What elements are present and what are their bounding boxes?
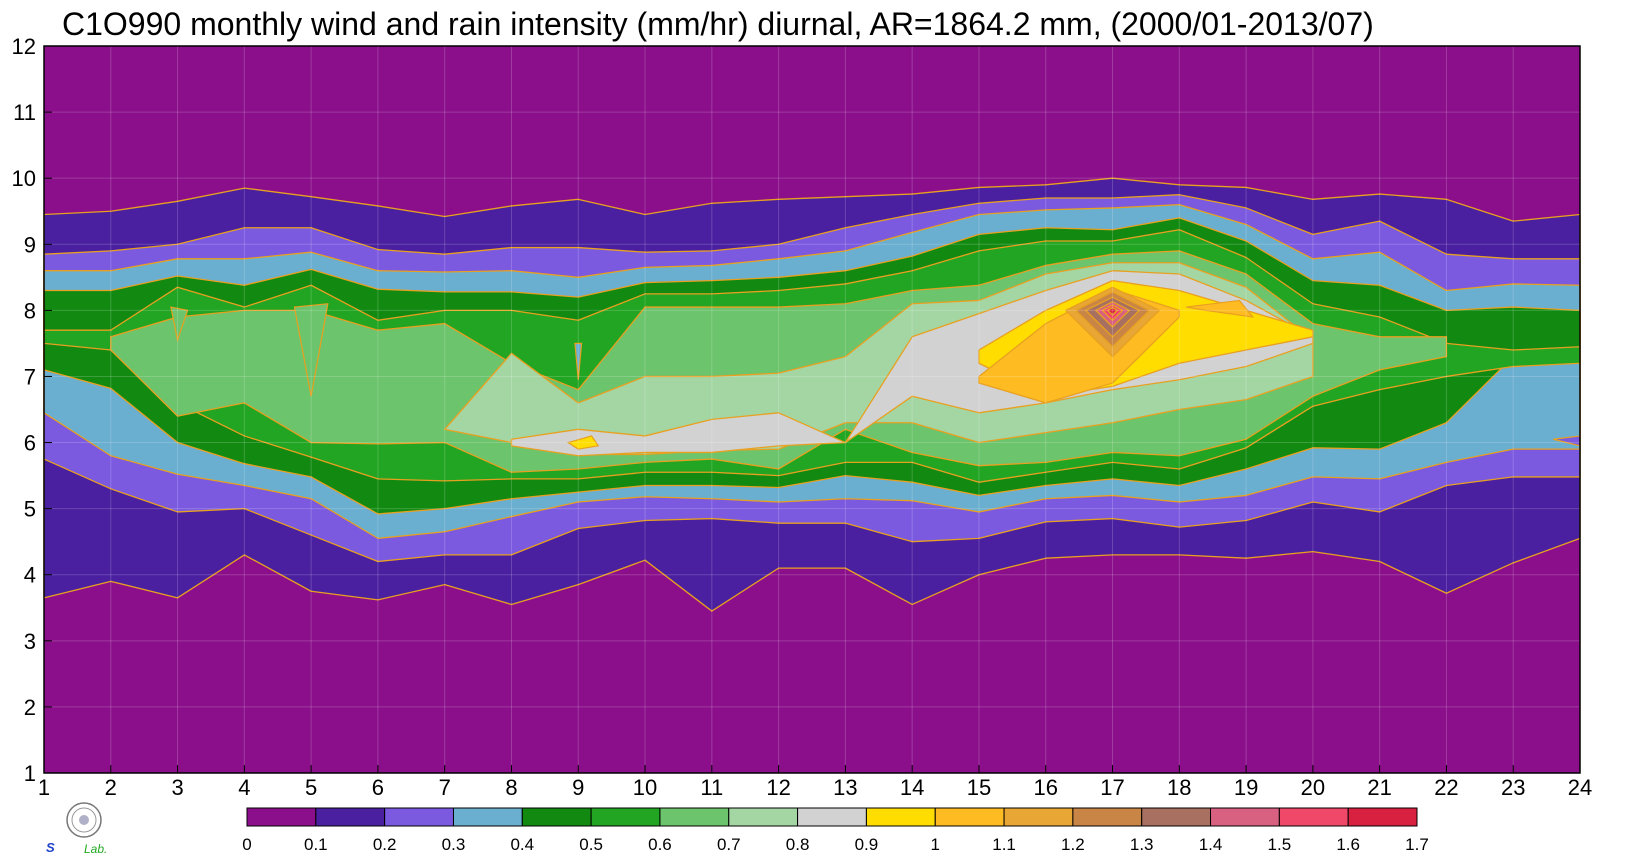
x-tick-label: 11 bbox=[700, 775, 723, 800]
y-tick-label: 6 bbox=[24, 431, 36, 456]
x-tick-label: 18 bbox=[1167, 775, 1191, 800]
x-tick-label: 24 bbox=[1568, 775, 1592, 800]
colorbar-swatch bbox=[384, 807, 454, 827]
colorbar-swatch bbox=[1278, 807, 1349, 827]
y-tick-label: 2 bbox=[24, 695, 36, 720]
colorbar-label: 0.2 bbox=[373, 835, 397, 854]
contour-bands bbox=[43, 46, 1581, 773]
contour-patch-0.3 bbox=[574, 342, 583, 380]
x-tick-label: 6 bbox=[372, 775, 384, 800]
colorbar-label: 0.9 bbox=[855, 835, 879, 854]
colorbar-swatch bbox=[521, 807, 592, 827]
colorbar-label: 1 bbox=[931, 835, 940, 854]
colorbar-label: 1.6 bbox=[1336, 835, 1360, 854]
x-tick-label: 16 bbox=[1033, 775, 1057, 800]
x-tick-label: 1 bbox=[38, 775, 50, 800]
y-tick-label: 9 bbox=[24, 232, 36, 257]
y-tick-label: 5 bbox=[24, 497, 36, 522]
x-tick-label: 22 bbox=[1434, 775, 1458, 800]
x-tick-label: 23 bbox=[1501, 775, 1525, 800]
contour-patch-0.9 bbox=[566, 435, 600, 450]
x-tick-label: 7 bbox=[439, 775, 451, 800]
y-tick-label: 11 bbox=[13, 100, 36, 125]
colorbar-label: 1.5 bbox=[1268, 835, 1292, 854]
plot-frame bbox=[43, 45, 1581, 774]
colorbar-label: 1.2 bbox=[1061, 835, 1085, 854]
y-tick-label: 7 bbox=[24, 364, 36, 389]
colorbar-label: 1.4 bbox=[1199, 835, 1223, 854]
contour-patch-1 bbox=[1185, 299, 1255, 318]
colorbar-label: 1.7 bbox=[1405, 835, 1429, 854]
grid-lines bbox=[43, 45, 1581, 774]
colorbar-swatch bbox=[1347, 807, 1418, 827]
colorbar-label: 0.7 bbox=[717, 835, 741, 854]
colorbar-label: 0.8 bbox=[786, 835, 810, 854]
colorbar-swatch bbox=[1072, 807, 1143, 827]
x-axis: 1 2 3 4 5 6 7 8 9 10 11 12 13 14 15 16 17 18 19 20 21 22 23 24 bbox=[38, 765, 1592, 800]
colorbar-swatch bbox=[728, 807, 799, 827]
x-tick-label: 17 bbox=[1100, 775, 1124, 800]
x-tick-label: 5 bbox=[305, 775, 317, 800]
svg-text:S: S bbox=[46, 840, 55, 855]
x-tick-label: 15 bbox=[967, 775, 991, 800]
colorbar-label: 1.3 bbox=[1130, 835, 1154, 854]
colorbar-swatch bbox=[246, 807, 317, 827]
colorbar-label: 0.3 bbox=[442, 835, 466, 854]
colorbar-swatch bbox=[315, 807, 386, 827]
colorbar-swatch bbox=[659, 807, 730, 827]
colorbar-label: 0.6 bbox=[648, 835, 672, 854]
x-tick-label: 2 bbox=[105, 775, 117, 800]
lab-logo: S Lab. bbox=[46, 802, 107, 856]
colorbar-swatch bbox=[865, 807, 936, 827]
chart-title: C1O990 monthly wind and rain intensity (… bbox=[62, 6, 1374, 42]
contour-patch-0.6 bbox=[293, 303, 329, 397]
colorbar-label: 0.1 bbox=[304, 835, 328, 854]
x-tick-label: 20 bbox=[1301, 775, 1325, 800]
contour-band-1.6 bbox=[1107, 307, 1118, 316]
contour-patch-0.6 bbox=[170, 306, 189, 343]
x-tick-label: 21 bbox=[1367, 775, 1391, 800]
y-tick-label: 3 bbox=[24, 629, 36, 654]
x-tick-label: 4 bbox=[238, 775, 250, 800]
colorbar-swatch bbox=[452, 807, 523, 827]
y-tick-label: 8 bbox=[24, 298, 36, 323]
x-tick-label: 14 bbox=[900, 775, 924, 800]
colorbar-label: 0.5 bbox=[579, 835, 603, 854]
colorbar: 0 0.1 0.2 0.3 0.4 0.5 0.6 0.7 0.8 0.9 1 1.1 1.2 1.3 1.… bbox=[242, 807, 1429, 854]
x-tick-label: 3 bbox=[171, 775, 183, 800]
colorbar-label: 0.4 bbox=[510, 835, 534, 854]
x-tick-label: 12 bbox=[766, 775, 790, 800]
colorbar-swatch bbox=[1210, 807, 1280, 827]
colorbar-swatch bbox=[1141, 807, 1212, 827]
colorbar-swatch bbox=[590, 807, 661, 827]
colorbar-swatch bbox=[934, 807, 1005, 827]
colorbar-label: 1.1 bbox=[992, 835, 1016, 854]
svg-text:Lab.: Lab. bbox=[84, 842, 107, 856]
y-tick-label: 1 bbox=[24, 761, 36, 786]
x-tick-label: 10 bbox=[633, 775, 657, 800]
x-tick-label: 13 bbox=[833, 775, 857, 800]
x-tick-label: 9 bbox=[572, 775, 584, 800]
x-tick-label: 19 bbox=[1234, 775, 1258, 800]
colorbar-label: 0 bbox=[242, 835, 251, 854]
x-tick-label: 8 bbox=[505, 775, 517, 800]
y-tick-label: 4 bbox=[24, 563, 36, 588]
y-tick-label: 12 bbox=[12, 34, 36, 59]
y-tick-label: 10 bbox=[12, 166, 36, 191]
colorbar-swatch bbox=[797, 807, 867, 827]
colorbar-swatch bbox=[1003, 807, 1074, 827]
